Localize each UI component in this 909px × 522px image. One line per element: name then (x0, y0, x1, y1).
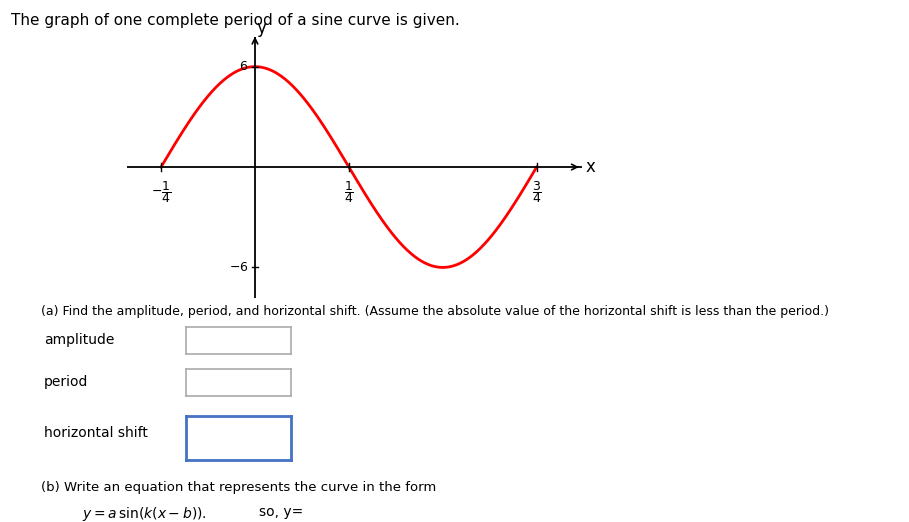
Text: amplitude: amplitude (44, 334, 114, 347)
Text: (b) Write an equation that represents the curve in the form: (b) Write an equation that represents th… (41, 481, 436, 494)
Text: so, y=: so, y= (259, 505, 304, 519)
Text: $\dfrac{3}{4}$: $\dfrac{3}{4}$ (532, 180, 542, 206)
Text: $-6$: $-6$ (228, 261, 248, 274)
Text: x: x (585, 158, 595, 176)
Text: $6$: $6$ (239, 60, 248, 73)
Text: The graph of one complete period of a sine curve is given.: The graph of one complete period of a si… (11, 13, 460, 28)
Text: (a) Find the amplitude, period, and horizontal shift. (Assume the absolute value: (a) Find the amplitude, period, and hori… (41, 305, 829, 318)
Text: y: y (257, 19, 266, 37)
Text: $y = a\,\sin(k(x - b)).$: $y = a\,\sin(k(x - b)).$ (82, 505, 206, 522)
Text: $-\dfrac{1}{4}$: $-\dfrac{1}{4}$ (151, 180, 171, 206)
Text: $\dfrac{1}{4}$: $\dfrac{1}{4}$ (344, 180, 354, 206)
Text: horizontal shift: horizontal shift (44, 426, 147, 440)
Text: period: period (44, 375, 88, 389)
